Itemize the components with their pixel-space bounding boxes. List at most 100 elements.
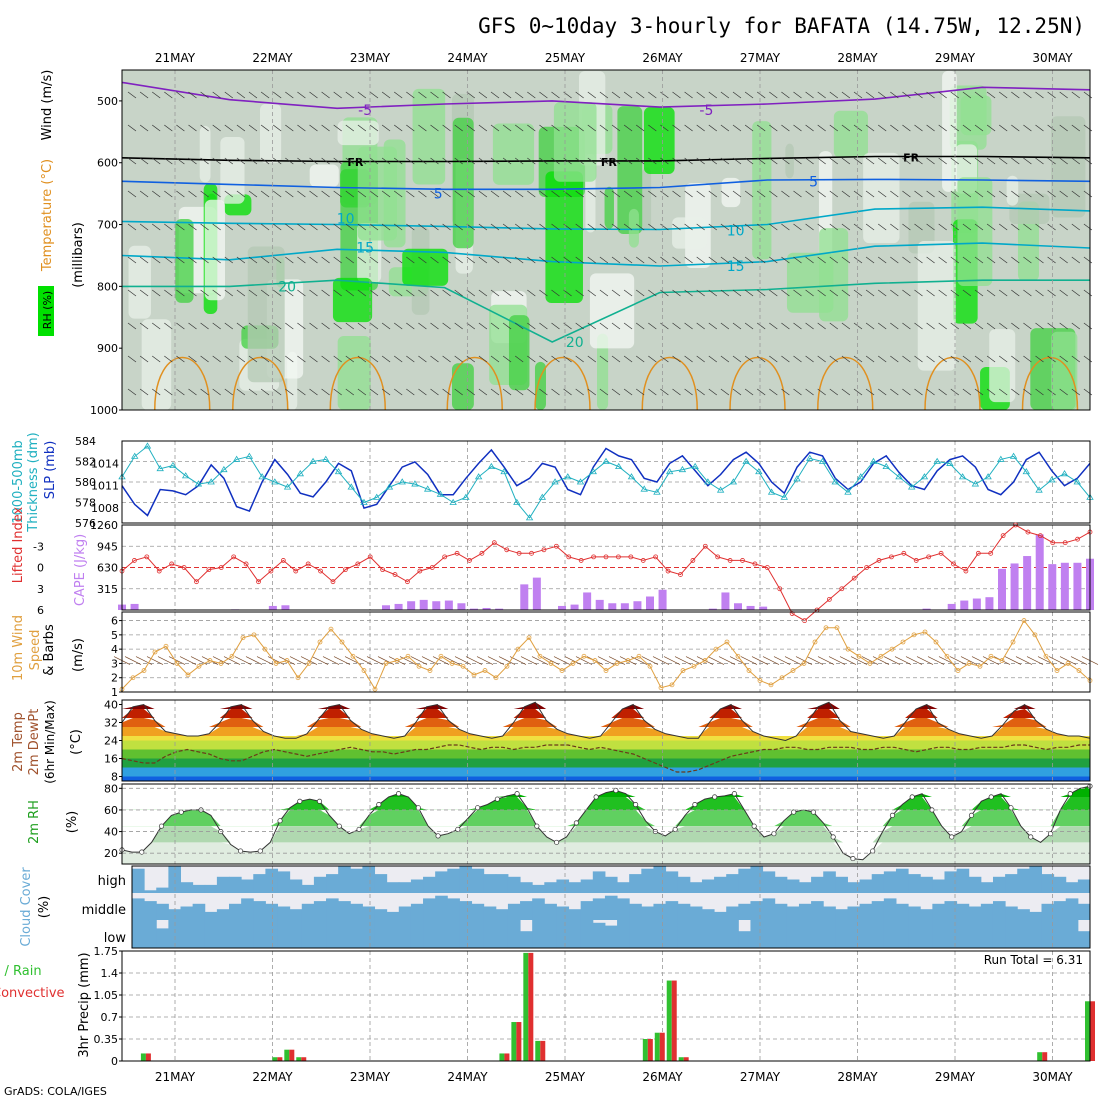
li-marker (578, 558, 584, 563)
wind-barb (466, 256, 476, 264)
rh2m-marker (139, 849, 145, 855)
wind-barb (502, 289, 512, 297)
wind-barb (841, 190, 851, 198)
wind-barb (914, 289, 923, 297)
wind-barb (853, 223, 863, 231)
cloud-cell-low (604, 925, 618, 948)
rh2m-marker (297, 798, 303, 804)
cloud-cell-low (895, 920, 909, 948)
cloud-cell-low (992, 920, 1006, 948)
wind-barb (297, 124, 306, 132)
wind10m-barb (916, 656, 934, 665)
cloud-cell-middle (362, 906, 376, 920)
wind-barb (926, 256, 935, 264)
wind-barb (974, 124, 984, 132)
wind-barb (781, 91, 790, 99)
wind-barb (805, 256, 814, 264)
cape-bar (394, 603, 403, 610)
li-marker (975, 550, 981, 556)
wind-barb (236, 91, 246, 99)
wind10m-marker (185, 672, 191, 678)
precip-tick-label: 0.7 (101, 1011, 119, 1024)
wind10m-marker (724, 639, 730, 645)
cloud-cell-low (410, 920, 424, 948)
wind-barb (974, 223, 984, 231)
wind-barb (297, 190, 306, 198)
cloud-cell-middle (350, 903, 363, 920)
wind-barb (176, 256, 185, 264)
wind-barb (684, 190, 693, 198)
wind-barb (998, 190, 1008, 198)
isotherm-warm (446, 356, 503, 411)
wind-barb (623, 322, 633, 330)
cloud-cell-middle (301, 903, 315, 920)
wind-barb (732, 157, 742, 165)
wind10m-marker (141, 668, 147, 673)
precip-tick-label: 0 (111, 1055, 118, 1068)
wind-barb (1023, 355, 1032, 363)
wind-barb (635, 355, 645, 363)
wind-barb (285, 256, 294, 264)
wind-barb (817, 190, 826, 198)
thickness-marker (1035, 486, 1043, 493)
wind10m-barb (135, 656, 153, 665)
wind-barb (514, 322, 524, 330)
wind-barb (684, 289, 693, 297)
wind-barb (139, 256, 149, 264)
wind-barb (865, 124, 875, 132)
wind-barb (902, 388, 911, 396)
wind-barb (998, 289, 1008, 297)
wind-barb (466, 157, 476, 165)
cape-bar (532, 577, 541, 610)
wind10m-marker (152, 649, 158, 655)
rh2m-marker (317, 798, 323, 804)
cloud-cell-low (665, 920, 679, 948)
wind10m-marker (229, 653, 235, 659)
rh2m-marker (277, 818, 283, 824)
wind-barb (696, 91, 705, 99)
wind10m-barb (124, 656, 142, 665)
wind-barb (418, 157, 427, 165)
rh-shade (175, 218, 194, 303)
rh-shade (957, 177, 993, 286)
cloud-cell-middle (216, 909, 230, 920)
wind-barb (321, 355, 330, 363)
wind-barb (926, 190, 935, 198)
wind-barb (551, 124, 560, 132)
rh-shade (863, 152, 900, 244)
wind-barb (236, 223, 246, 231)
pressure-tick-label: 900 (97, 342, 118, 355)
wind-barb (297, 388, 306, 396)
wind-barb (793, 91, 802, 99)
cloud-cell-middle (835, 909, 848, 920)
wind-barb (635, 223, 645, 231)
wind-barb (623, 355, 633, 363)
cloud-cell-middle (277, 906, 291, 920)
cloud-cell-middle (677, 903, 691, 920)
wind-barb (514, 124, 524, 132)
wind-barb (188, 91, 197, 99)
wind-barb (648, 256, 657, 264)
wind-barb (430, 124, 439, 132)
precip-convective-bar (301, 1057, 307, 1061)
cloud-cell-low (920, 920, 933, 948)
cloud-cell-high (689, 882, 703, 893)
wind-barb (926, 157, 935, 165)
cloud-cell-high (410, 879, 424, 893)
thickness-marker (907, 483, 916, 490)
cloud-cell-high (229, 876, 242, 893)
wind-barb (200, 355, 209, 363)
wind-barb (285, 289, 294, 297)
wind10m-marker (537, 653, 543, 659)
wind-barb (176, 322, 185, 330)
cloud-cell-high (398, 882, 412, 893)
cloud-cell-low (132, 920, 145, 948)
wind-barb (575, 388, 584, 396)
thickness-marker (1022, 467, 1031, 475)
cloud-cell-low (617, 920, 630, 948)
cloud-cell-high (168, 866, 182, 893)
rh-shade (617, 106, 643, 234)
li-marker (851, 575, 857, 581)
wind10m-barb (828, 656, 846, 665)
wind-barb (1023, 388, 1032, 396)
